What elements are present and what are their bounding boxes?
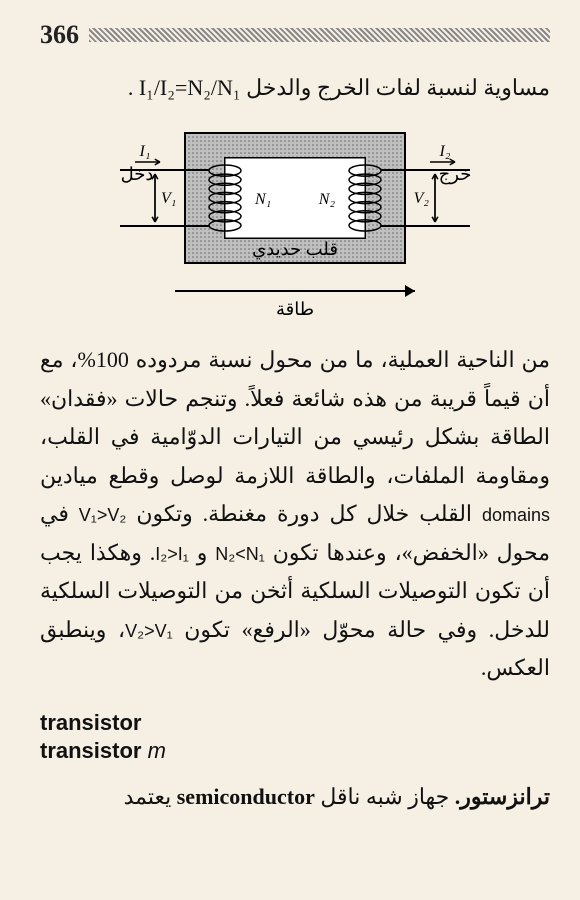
body-seg-b: القلب خلال كل دورة مغنطة. وتكون xyxy=(126,501,482,526)
body-paragraph: من الناحية العملية، ما من محول نسبة مردو… xyxy=(40,341,550,688)
header-rule xyxy=(89,28,550,42)
latin-semiconductor: semiconductor xyxy=(177,784,315,809)
term-ar-body-a: جهاز شبه ناقل xyxy=(315,784,455,809)
svg-text:V₁: V₁ xyxy=(161,190,176,207)
rel-i2gti1: I₂>I₁ xyxy=(155,544,189,564)
term-transistor-gender: m xyxy=(148,738,166,763)
svg-text:طاقة: طاقة xyxy=(276,299,314,319)
term-ar-head: ترانزستور. xyxy=(455,784,550,809)
term-transistor-en-1: transistor xyxy=(40,710,550,736)
term-transistor-word: transistor xyxy=(40,738,141,763)
intro-line: مساوية لنسبة لفات الخرج والدخل I₁/I₂=N₂/… xyxy=(40,70,550,105)
svg-text:دخل: دخل xyxy=(121,164,154,184)
rel-n2ltn1: N₂<N₁ xyxy=(215,544,265,564)
svg-text:N₂: N₂ xyxy=(318,191,336,208)
svg-text:خرج: خرج xyxy=(439,164,472,185)
body-seg-a: من الناحية العملية، ما من محول نسبة مردو… xyxy=(40,347,550,488)
transformer-diagram: I₁ I₂ V₁ V₂ N₁ N₂ دخل خرج قلب حديدي طاقة xyxy=(40,123,550,323)
term-ar-body-b: يعتمد xyxy=(124,784,177,809)
intro-text: مساوية لنسبة لفات الخرج والدخل xyxy=(241,75,550,100)
rel-v2gtv1: V₂>V₁ xyxy=(125,621,173,641)
term-transistor-ar: ترانزستور. جهاز شبه ناقل semiconductor ي… xyxy=(40,784,550,810)
page-number: 366 xyxy=(40,20,79,50)
svg-text:قلب حديدي: قلب حديدي xyxy=(252,239,338,259)
svg-text:N₁: N₁ xyxy=(254,191,271,208)
page-header: 366 xyxy=(40,20,550,50)
rel-v1gtv2: V₁>V₂ xyxy=(79,505,127,525)
intro-period: . xyxy=(128,75,139,100)
latin-domains: domains xyxy=(482,505,550,525)
svg-text:I₁: I₁ xyxy=(139,143,151,160)
body-and: و xyxy=(189,540,215,565)
svg-text:V₂: V₂ xyxy=(414,190,430,207)
term-transistor-en-2: transistor m xyxy=(40,738,550,764)
svg-text:I₂: I₂ xyxy=(439,143,451,160)
intro-formula: I₁/I₂=N₂/N₁ xyxy=(139,75,241,100)
diagram-svg: I₁ I₂ V₁ V₂ N₁ N₂ دخل خرج قلب حديدي طاقة xyxy=(115,123,475,323)
